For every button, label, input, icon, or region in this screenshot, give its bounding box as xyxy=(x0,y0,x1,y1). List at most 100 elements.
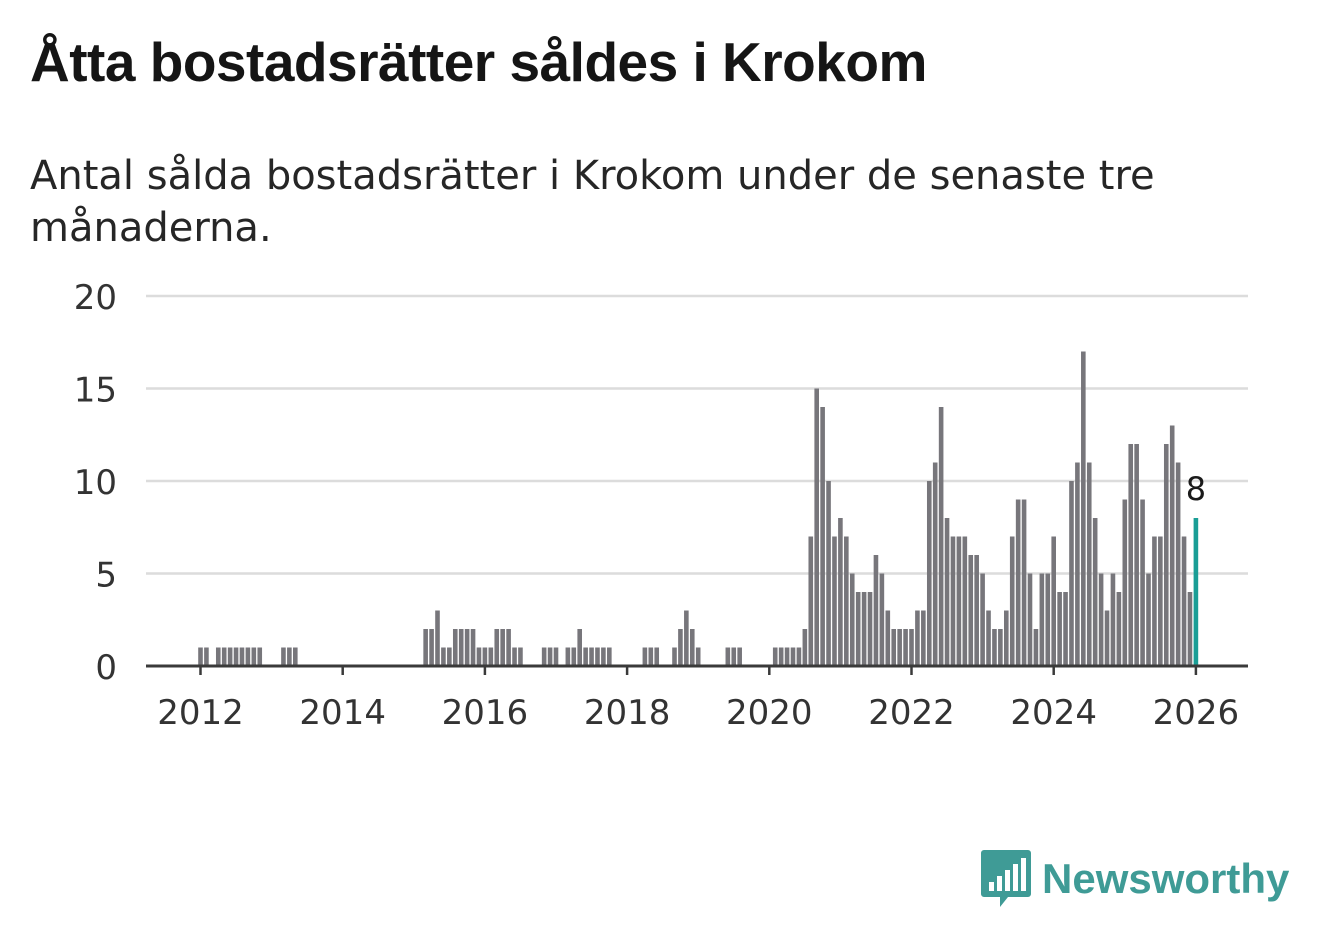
bar xyxy=(1081,351,1086,666)
brand-logo: Newsworthy xyxy=(980,848,1289,910)
y-axis-ticks: 0 5 10 15 20 xyxy=(74,278,117,688)
bar xyxy=(938,407,944,666)
bar xyxy=(956,536,962,666)
bar xyxy=(778,647,784,666)
bar xyxy=(784,647,790,666)
bar xyxy=(980,573,985,666)
bar xyxy=(476,647,482,666)
bar xyxy=(909,629,914,666)
bar xyxy=(1181,536,1187,666)
bar xyxy=(1110,573,1116,666)
x-tick-label: 2018 xyxy=(584,693,671,733)
bar xyxy=(915,610,920,666)
chart-subtitle: Antal sålda bostadsrätter i Krokom under… xyxy=(30,153,1155,251)
bar xyxy=(429,629,434,666)
bar-latest xyxy=(1193,518,1199,666)
bar xyxy=(1146,573,1151,666)
bar xyxy=(921,610,926,666)
bar xyxy=(1045,573,1051,666)
bar xyxy=(808,536,814,666)
bar xyxy=(553,647,559,666)
bar xyxy=(1004,610,1009,666)
bar xyxy=(1122,499,1128,666)
bar xyxy=(1086,462,1092,666)
bar xyxy=(1140,499,1145,666)
bar xyxy=(281,647,286,666)
bar xyxy=(1027,573,1033,666)
bar xyxy=(1033,629,1039,666)
bar xyxy=(1057,592,1062,666)
x-tick-label: 2022 xyxy=(868,693,955,733)
bar xyxy=(684,610,689,666)
bar xyxy=(672,647,677,666)
bar xyxy=(962,536,968,666)
y-tick-label: 0 xyxy=(95,648,117,688)
bar xyxy=(968,555,974,666)
bar xyxy=(601,647,606,666)
bar xyxy=(1175,462,1181,666)
bar xyxy=(790,647,796,666)
bar xyxy=(458,629,464,666)
bar xyxy=(215,647,221,666)
bar xyxy=(441,647,446,666)
bar xyxy=(832,536,837,666)
bar xyxy=(648,647,654,666)
bar xyxy=(855,592,861,666)
bar xyxy=(974,555,979,666)
bar xyxy=(820,407,825,666)
bar xyxy=(239,647,245,666)
x-tick-label: 2012 xyxy=(157,693,244,733)
bar xyxy=(547,647,553,666)
bar xyxy=(1051,536,1056,666)
bar xyxy=(1187,592,1193,666)
bar xyxy=(1092,518,1098,666)
x-tick-label: 2026 xyxy=(1153,693,1240,733)
bar xyxy=(998,629,1003,666)
bar xyxy=(1116,592,1122,666)
bar xyxy=(695,647,701,666)
bar xyxy=(1021,499,1027,666)
bar xyxy=(541,647,547,666)
bar xyxy=(873,555,879,666)
bar xyxy=(204,647,209,666)
bar xyxy=(903,629,908,666)
bar xyxy=(867,592,873,666)
bar xyxy=(423,629,428,666)
y-tick-label: 10 xyxy=(74,463,117,503)
bar xyxy=(678,629,683,666)
bar xyxy=(571,647,577,666)
bar xyxy=(506,629,511,666)
bar xyxy=(932,462,938,666)
bar xyxy=(589,647,594,666)
bar xyxy=(577,629,582,666)
bar xyxy=(494,629,500,666)
bar xyxy=(772,647,778,666)
bar xyxy=(198,647,203,666)
bar xyxy=(1069,481,1074,666)
bar xyxy=(654,647,660,666)
y-tick-label: 20 xyxy=(74,278,117,318)
bar xyxy=(826,481,831,666)
x-tick-label: 2020 xyxy=(726,693,813,733)
bar xyxy=(1098,573,1104,666)
bar xyxy=(1039,573,1045,666)
bar xyxy=(1009,536,1015,666)
bar xyxy=(796,647,802,666)
y-tick-label: 5 xyxy=(95,556,117,596)
bar xyxy=(245,647,251,666)
bar xyxy=(689,629,695,666)
bar xyxy=(802,629,808,666)
bar xyxy=(1134,444,1139,666)
bar xyxy=(879,573,885,666)
bar xyxy=(287,647,292,666)
bar xyxy=(1128,444,1134,666)
bar xyxy=(1163,444,1169,666)
bar xyxy=(583,647,588,666)
bar xyxy=(731,647,737,666)
bar xyxy=(595,647,600,666)
bar xyxy=(221,647,227,666)
bar xyxy=(844,536,849,666)
bar xyxy=(950,536,956,666)
x-tick-label: 2016 xyxy=(442,693,529,733)
